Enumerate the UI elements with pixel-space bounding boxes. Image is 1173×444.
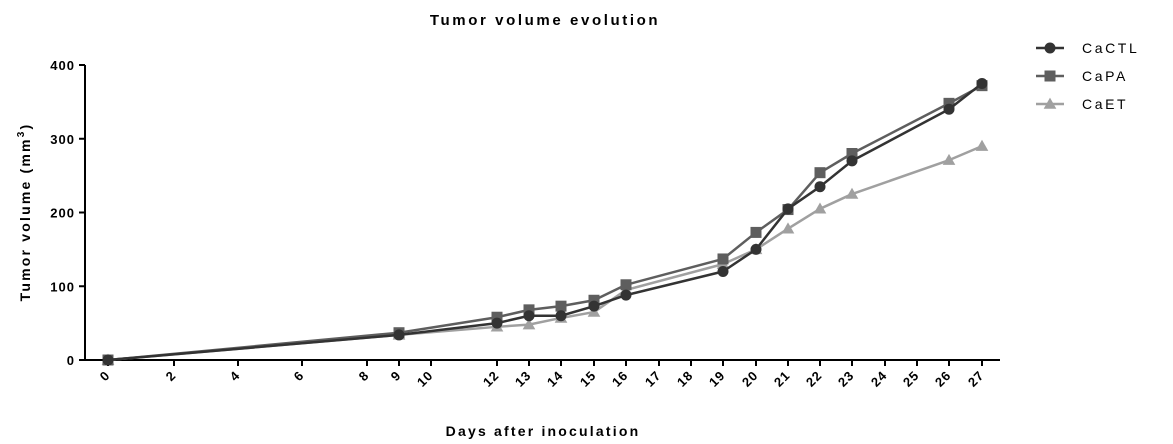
x-tick-label: 21	[771, 368, 793, 390]
data-point-cactl	[588, 300, 600, 312]
legend-item-cactl: CaCTL	[1036, 40, 1139, 56]
data-point-cactl	[782, 203, 794, 215]
x-tick-label: 18	[674, 368, 696, 390]
data-point-cactl	[102, 354, 114, 366]
x-tick-label: 15	[577, 368, 599, 390]
data-point-capa	[523, 304, 535, 316]
data-point-caet	[813, 202, 827, 214]
data-point-caet	[845, 187, 859, 199]
series-cactl	[102, 77, 988, 366]
x-axis-label: Days after inoculation	[446, 423, 641, 439]
plot-area	[101, 77, 989, 366]
x-tick-label: 14	[544, 368, 566, 390]
data-point-cactl	[555, 310, 567, 322]
y-tick-label: 400	[50, 58, 75, 73]
x-tick-label: 16	[609, 368, 631, 390]
data-point-cactl	[491, 317, 503, 329]
x-tick-label: 12	[480, 368, 502, 390]
legend: CaCTL CaPA CaET	[1036, 40, 1139, 112]
data-point-cactl	[393, 329, 405, 341]
data-point-capa	[750, 226, 762, 238]
x-tick-label: 25	[900, 368, 922, 390]
data-point-capa	[555, 300, 567, 312]
x-tick-label: 20	[739, 368, 761, 390]
y-axis: 0 100 200 300 400	[50, 58, 86, 368]
legend-item-caet: CaET	[1036, 96, 1128, 112]
x-tick-label: 9	[388, 368, 404, 384]
data-point-cactl	[814, 181, 826, 193]
data-point-capa	[814, 167, 826, 179]
legend-item-capa: CaPA	[1036, 68, 1128, 84]
data-point-capa	[717, 253, 729, 265]
y-tick-label: 0	[67, 353, 75, 368]
data-point-cactl	[717, 266, 729, 277]
series-capa	[102, 80, 988, 366]
data-point-cactl	[943, 103, 955, 115]
x-tick-label: 4	[227, 368, 243, 384]
legend-label: CaET	[1082, 96, 1128, 112]
x-tick-label: 0	[97, 368, 113, 384]
x-tick-label: 27	[965, 368, 987, 390]
series-line-capa	[107, 84, 983, 362]
legend-marker	[1043, 97, 1057, 109]
legend-label: CaPA	[1082, 68, 1128, 84]
chart-title: Tumor volume evolution	[430, 12, 660, 29]
data-point-cactl	[846, 155, 858, 167]
y-axis-label: Tumor volume (mm3)	[16, 123, 33, 302]
data-point-cactl	[976, 77, 988, 89]
x-tick-label: 26	[932, 368, 954, 390]
data-point-caet	[942, 153, 956, 165]
x-tick-label: 17	[642, 368, 664, 390]
x-tick-label: 6	[291, 368, 307, 384]
x-tick-label: 10	[414, 368, 436, 390]
data-point-caet	[522, 318, 536, 330]
series-line-caet	[107, 144, 983, 362]
y-tick-label: 200	[50, 206, 75, 221]
x-tick-label: 13	[512, 368, 534, 390]
x-tick-label: 24	[868, 368, 890, 390]
x-tick-label: 2	[163, 368, 179, 384]
y-tick-label: 300	[50, 132, 75, 147]
data-point-cactl	[620, 289, 632, 301]
series-line-cactl	[107, 82, 983, 362]
data-point-capa	[620, 279, 632, 291]
x-tick-label: 8	[356, 368, 372, 384]
data-point-capa	[491, 311, 503, 323]
legend-marker	[1044, 70, 1056, 82]
data-point-capa	[943, 97, 955, 109]
series-caet	[101, 139, 989, 365]
data-point-cactl	[523, 310, 535, 322]
x-axis: 0 2 4 6 8 9 10 12 13 14 15 16 17 18 19 20 21 22 23 24 25 26 27	[85, 359, 1000, 390]
data-point-capa	[846, 148, 858, 159]
legend-marker	[1044, 42, 1056, 54]
data-point-caet	[975, 139, 989, 151]
y-tick-label: 100	[50, 279, 75, 294]
data-point-cactl	[750, 243, 762, 255]
x-tick-label: 22	[803, 368, 825, 390]
x-tick-label: 23	[835, 368, 857, 390]
data-point-capa	[588, 294, 600, 306]
data-point-caet	[781, 222, 795, 234]
legend-label: CaCTL	[1082, 40, 1139, 56]
x-tick-label: 19	[706, 368, 728, 390]
